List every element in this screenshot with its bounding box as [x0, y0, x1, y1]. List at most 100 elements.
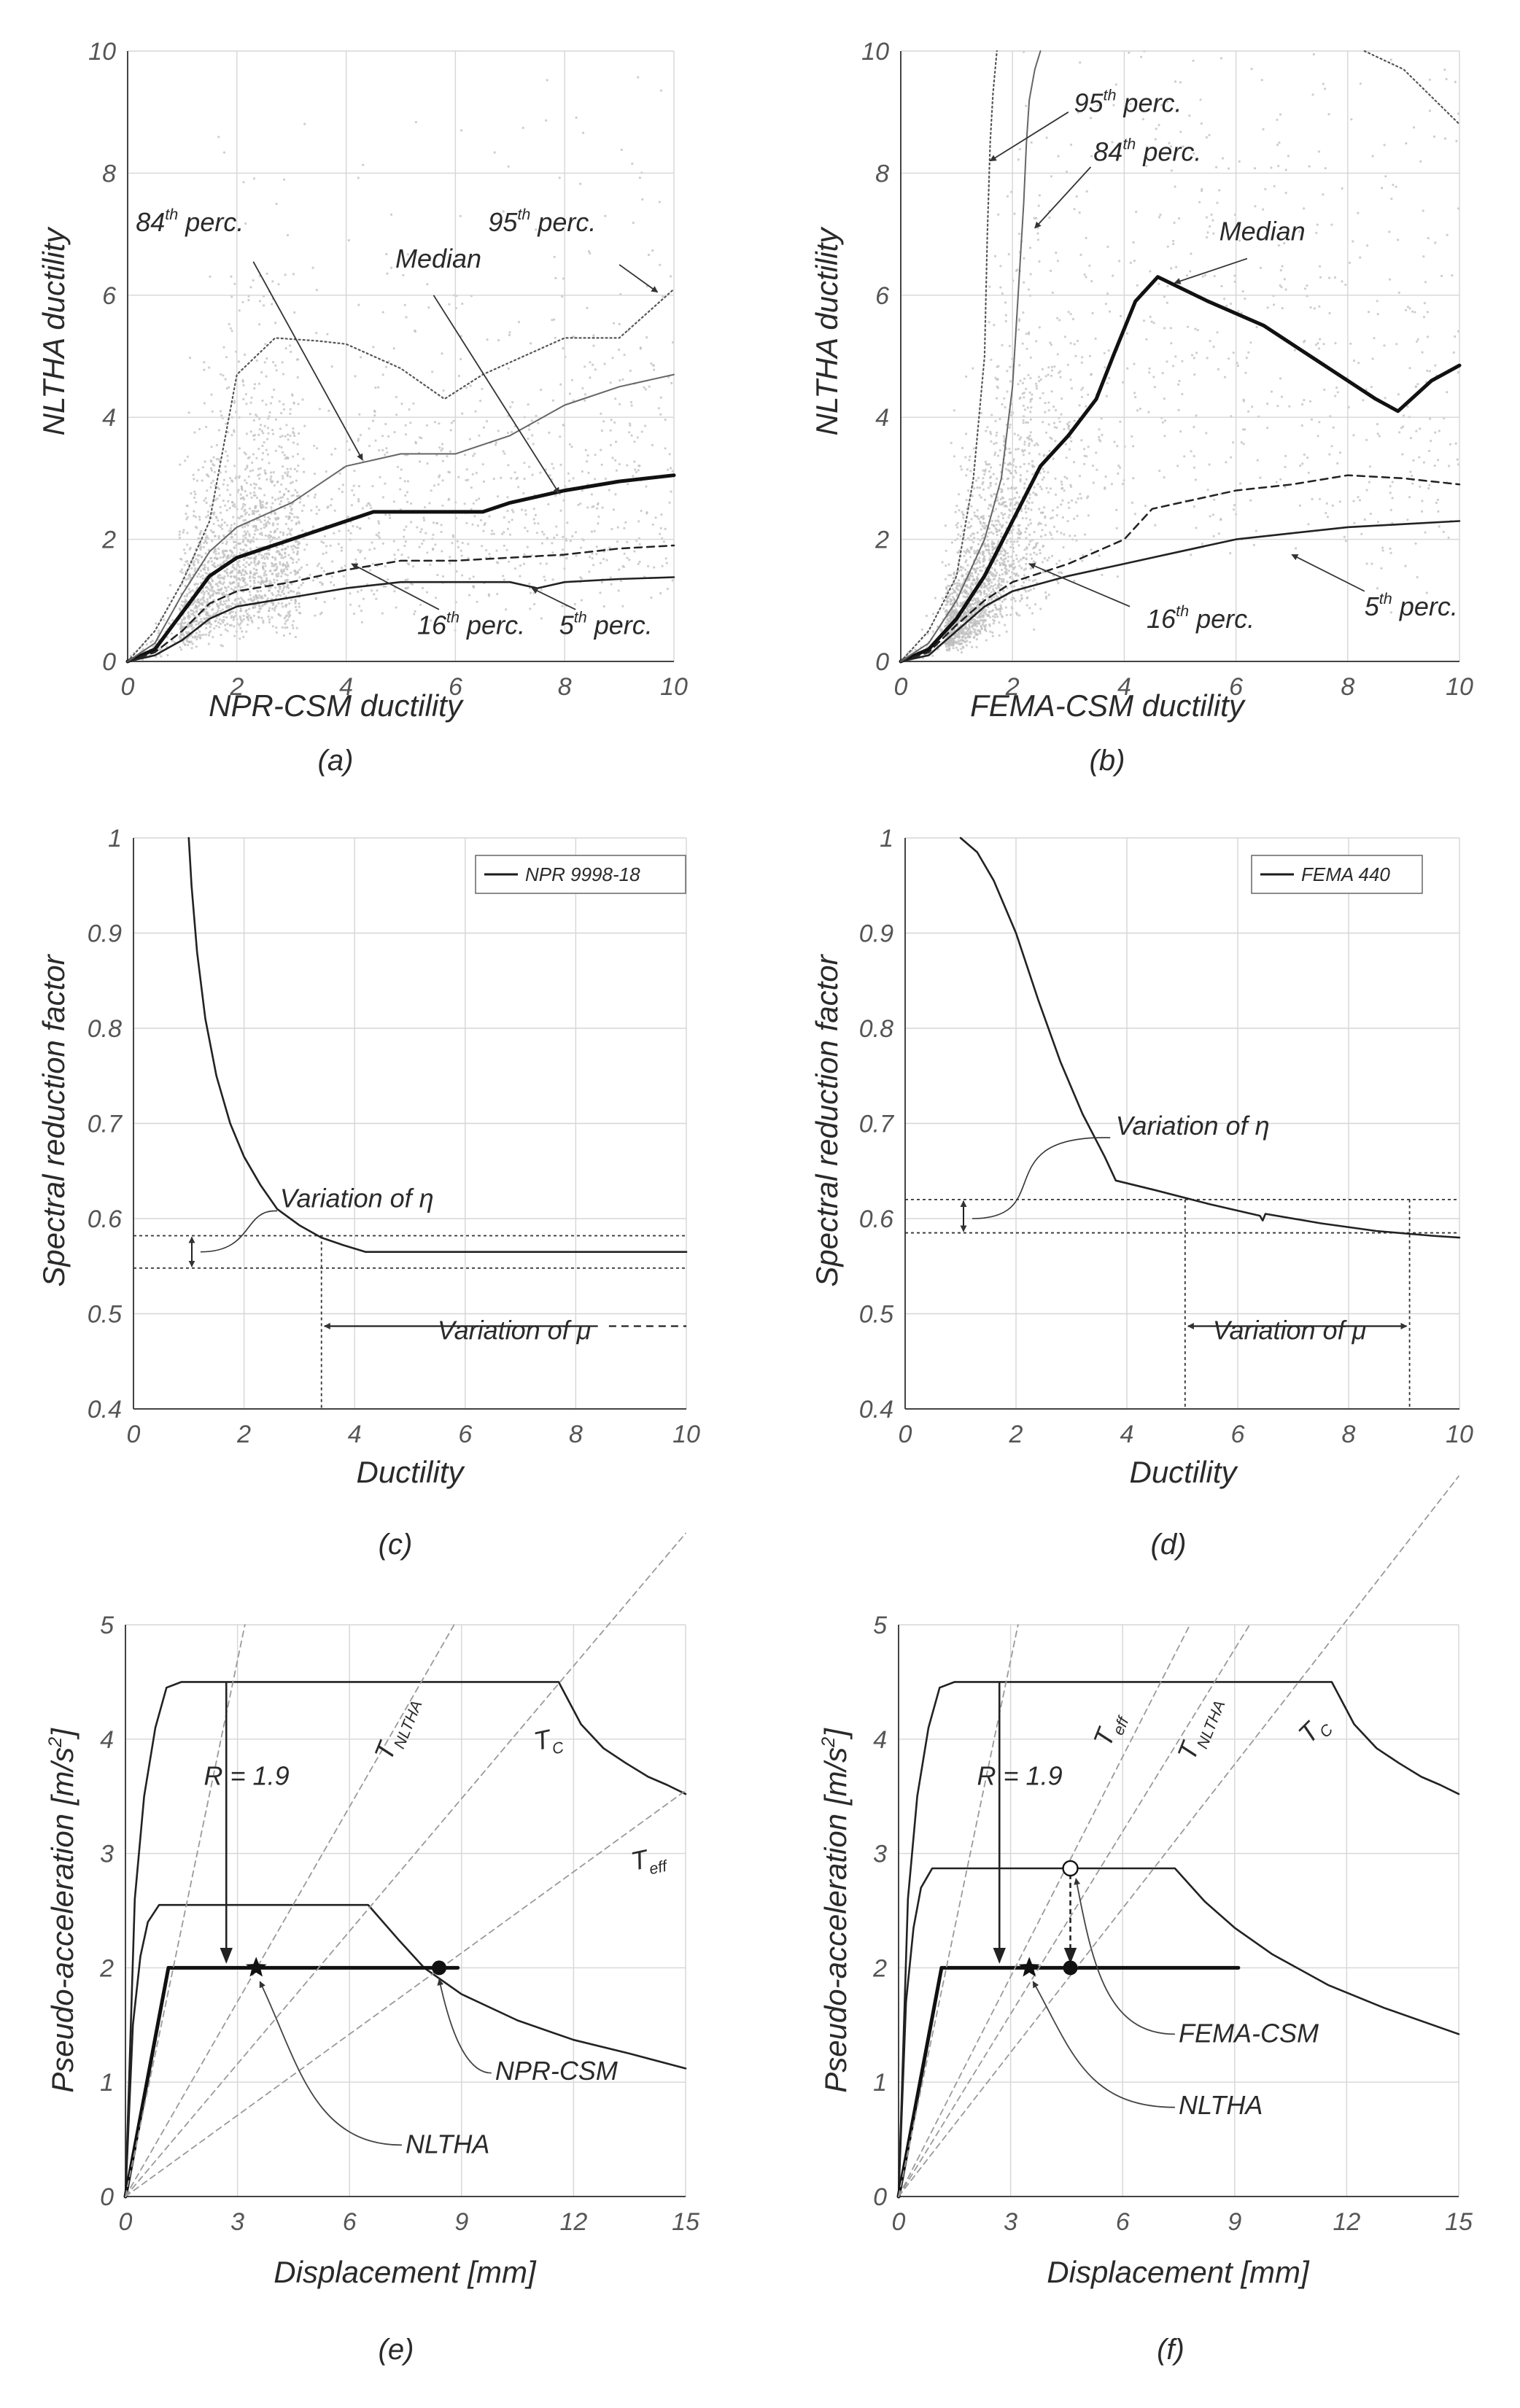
- scatter-point: [253, 585, 256, 588]
- scatter-point: [348, 448, 351, 451]
- scatter-point: [426, 462, 429, 465]
- scatter-point: [297, 546, 300, 549]
- scatter-point: [281, 572, 284, 575]
- scatter-point: [971, 494, 974, 497]
- scatter-point: [263, 519, 266, 522]
- scatter-point: [1159, 213, 1162, 217]
- scatter-point: [1058, 571, 1060, 574]
- scatter-point: [962, 639, 965, 642]
- scatter-point: [544, 468, 547, 471]
- scatter-point: [1076, 339, 1079, 343]
- scatter-point: [290, 350, 292, 354]
- scatter-point: [1017, 233, 1021, 236]
- scatter-point: [486, 338, 489, 341]
- scatter-point: [316, 564, 319, 567]
- scatter-point: [252, 540, 255, 543]
- scatter-point: [1397, 238, 1400, 241]
- scatter-point: [1270, 166, 1273, 169]
- scatter-point: [209, 596, 212, 599]
- scatter-point: [503, 578, 505, 581]
- scatter-point: [207, 581, 210, 584]
- scatter-point: [1017, 574, 1020, 578]
- scatter-point: [225, 422, 228, 425]
- scatter-point: [460, 549, 462, 552]
- scatter-point: [259, 589, 263, 593]
- scatter-point: [289, 435, 292, 438]
- annotation-p16-text: 16: [417, 610, 447, 640]
- scatter-point: [993, 569, 996, 572]
- annotation-p84-sup: th: [165, 205, 178, 223]
- scatter-point: [1035, 553, 1038, 556]
- scatter-point: [425, 424, 429, 427]
- scatter-point: [601, 506, 604, 509]
- scatter-point: [1006, 370, 1009, 373]
- scatter-point: [565, 557, 568, 560]
- scatter-point: [290, 467, 292, 470]
- scatter-point: [342, 575, 346, 578]
- scatter-point: [986, 535, 989, 538]
- scatter-point: [1106, 381, 1109, 384]
- scatter-point: [947, 574, 950, 577]
- scatter-point: [1110, 483, 1113, 486]
- scatter-point: [988, 463, 991, 466]
- scatter-point: [979, 520, 982, 524]
- scatter-point: [320, 567, 323, 570]
- scatter-point: [214, 548, 217, 551]
- scatter-point: [333, 597, 336, 600]
- scatter-point: [287, 490, 290, 493]
- scatter-point: [239, 622, 242, 625]
- scatter-point: [1016, 613, 1019, 616]
- scatter-point: [988, 599, 990, 602]
- scatter-point: [1433, 465, 1436, 467]
- scatter-point: [1284, 288, 1287, 291]
- scatter-point: [487, 593, 490, 596]
- scatter-point: [1389, 547, 1392, 551]
- scatter-point: [1253, 167, 1257, 170]
- scatter-point: [330, 580, 333, 584]
- scatter-point: [230, 330, 233, 333]
- scatter-point: [631, 162, 634, 166]
- scatter-point: [313, 444, 316, 447]
- scatter-point: [1001, 563, 1004, 566]
- scatter-point: [217, 535, 220, 538]
- scatter-point: [1004, 301, 1007, 304]
- scatter-point: [1038, 521, 1041, 524]
- scatter-point: [249, 579, 252, 583]
- scatter-point: [206, 612, 209, 615]
- scatter-point: [281, 361, 284, 364]
- scatter-point: [298, 576, 301, 579]
- scatter-point: [242, 496, 245, 499]
- scatter-point: [1132, 477, 1135, 480]
- scatter-point: [225, 606, 228, 609]
- scatter-point: [1427, 237, 1430, 240]
- scatter-point: [1322, 343, 1325, 346]
- scatter-point: [992, 589, 995, 592]
- scatter-point: [969, 455, 972, 458]
- scatter-point: [252, 469, 255, 472]
- scatter-point: [228, 477, 232, 480]
- scatter-point: [337, 543, 340, 545]
- scatter-point: [1009, 576, 1012, 579]
- scatter-point: [197, 468, 200, 472]
- scatter-point: [195, 609, 198, 613]
- scatter-point: [965, 559, 968, 562]
- scatter-point: [982, 560, 985, 563]
- scatter-point: [216, 497, 219, 500]
- scatter-point: [475, 499, 478, 502]
- scatter-point: [659, 591, 662, 595]
- scatter-point: [408, 408, 411, 411]
- scatter-point: [212, 522, 215, 526]
- scatter-point: [1448, 465, 1451, 467]
- scatter-point: [253, 581, 256, 584]
- scatter-point: [1357, 211, 1360, 214]
- scatter-point: [190, 609, 193, 612]
- scatter-point: [1163, 476, 1166, 479]
- scatter-point: [291, 513, 294, 516]
- scatter-point: [1019, 478, 1022, 481]
- scatter-point: [242, 535, 245, 537]
- scatter-point: [234, 540, 237, 543]
- scatter-point: [1067, 427, 1070, 430]
- scatter-point: [255, 564, 257, 567]
- scatter-point: [540, 530, 544, 534]
- scatter-point: [964, 551, 968, 554]
